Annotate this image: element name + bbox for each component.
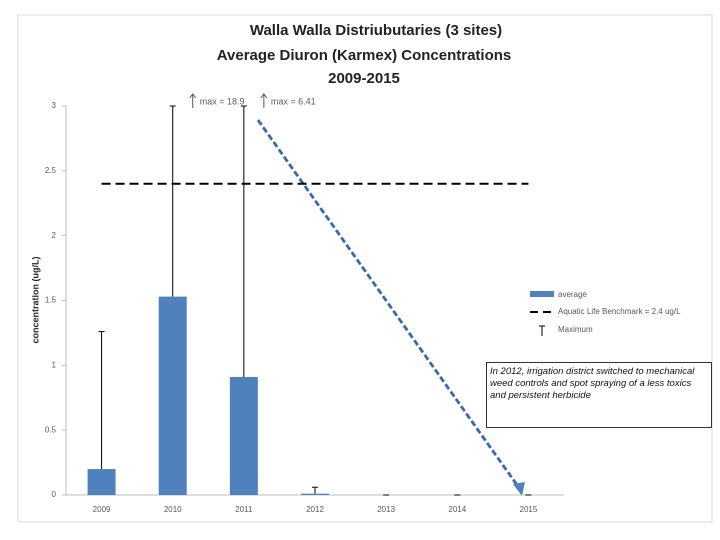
y-tick-label: 2: [52, 231, 57, 240]
annotation-arrow-edge: [257, 119, 523, 493]
chart-title: Average Diuron (Karmex) Concentrations: [217, 47, 512, 64]
arrow-head: [513, 482, 525, 496]
y-tick-label: 0.5: [45, 425, 57, 434]
chart-title: 2009-2015: [328, 70, 400, 87]
y-tick-label: 1.5: [45, 296, 57, 305]
x-tick-label: 2012: [306, 505, 324, 514]
max-arrow-head: [260, 93, 268, 99]
bar: [301, 493, 329, 495]
legend-label: average: [558, 290, 587, 299]
x-tick-label: 2013: [377, 505, 395, 514]
legend-label: Aquatic Life Benchmark = 2.4 ug/L: [558, 307, 681, 316]
y-tick-label: 3: [52, 101, 57, 110]
y-tick-label: 0: [52, 490, 57, 499]
x-tick-label: 2010: [164, 505, 182, 514]
y-axis-label: concentration (ug/L): [30, 257, 40, 344]
bar: [158, 296, 187, 495]
x-tick-label: 2011: [235, 505, 253, 514]
chart-title: Walla Walla Distriubutaries (3 sites): [250, 22, 502, 39]
x-tick-label: 2014: [448, 505, 466, 514]
x-tick-label: 2009: [93, 505, 111, 514]
bar: [87, 469, 116, 495]
x-tick-label: 2015: [520, 505, 538, 514]
max-arrow-head: [189, 93, 197, 99]
legend-swatch: [530, 291, 554, 297]
legend-label: Maximum: [558, 325, 593, 334]
chart-frame: [17, 14, 713, 523]
max-label: max = 18.9: [200, 96, 245, 106]
annotation-box: In 2012, irrigation district switched to…: [486, 362, 712, 428]
y-tick-label: 2.5: [45, 166, 57, 175]
max-label: max = 6.41: [271, 96, 316, 106]
bar: [229, 377, 258, 495]
y-tick-label: 1: [52, 360, 57, 369]
